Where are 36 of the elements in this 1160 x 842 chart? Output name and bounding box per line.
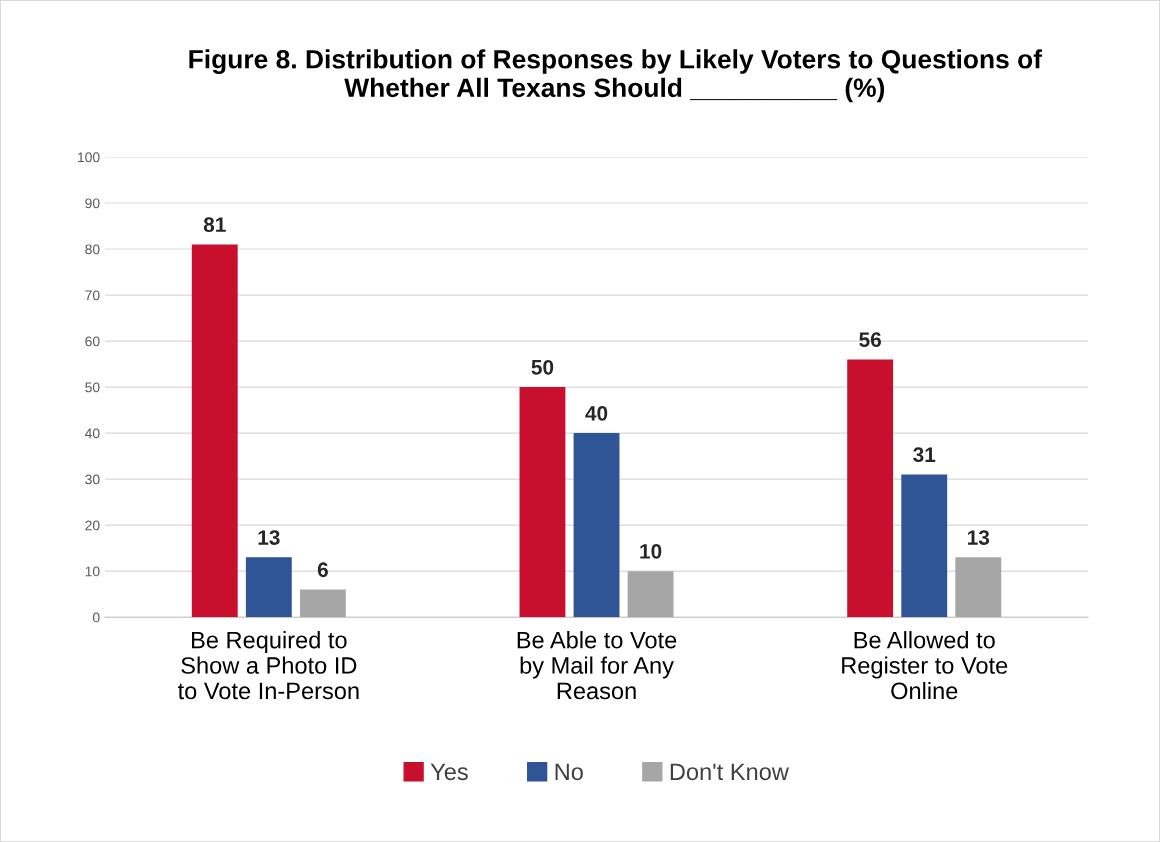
y-tick-label: 30: [85, 474, 100, 485]
data-label: 40: [585, 405, 608, 421]
data-label: 13: [258, 530, 280, 545]
data-label: 56: [859, 332, 881, 348]
y-tick-label: 0: [92, 612, 100, 623]
data-label: 6: [317, 562, 328, 578]
x-tick-label: Be Able to Vote by Mail for Any Reason: [517, 631, 677, 700]
y-tick-label: 40: [84, 428, 100, 439]
bar: [191, 244, 238, 618]
chart-title: Figure 8. Distribution of Responses by Likely Voters to Questions of Whether All Texans Should __________ (%): [189, 49, 1043, 103]
data-label: 81: [203, 217, 226, 233]
bar: [519, 387, 566, 618]
bar: [847, 359, 894, 618]
data-label: 13: [968, 530, 990, 545]
y-tick-label: 90: [85, 198, 100, 209]
legend-label: No: [555, 763, 583, 781]
y-tick-label: 80: [85, 244, 100, 255]
x-tick-label: Be Required to Show a Photo ID to Vote In-Person: [177, 631, 359, 700]
bar: [299, 589, 346, 618]
y-tick-label: 20: [85, 520, 100, 531]
y-tick-label: 100: [78, 152, 100, 163]
bar: [573, 433, 620, 618]
y-tick-label: 50: [85, 382, 100, 393]
data-label: 10: [640, 543, 662, 559]
y-tick-label: 60: [85, 336, 100, 347]
bar: [245, 557, 292, 618]
bar: [955, 557, 1002, 618]
legend-label: Don't Know: [670, 763, 789, 781]
data-label: 50: [531, 359, 554, 375]
data-label: 31: [913, 447, 936, 463]
bar: [627, 571, 674, 618]
x-tick-label: Be Allowed to Register to Vote Online: [842, 631, 1008, 700]
legend-label: Yes: [430, 763, 468, 781]
y-tick-label: 10: [85, 566, 100, 577]
y-tick-label: 70: [85, 290, 100, 301]
bar: [901, 474, 948, 618]
